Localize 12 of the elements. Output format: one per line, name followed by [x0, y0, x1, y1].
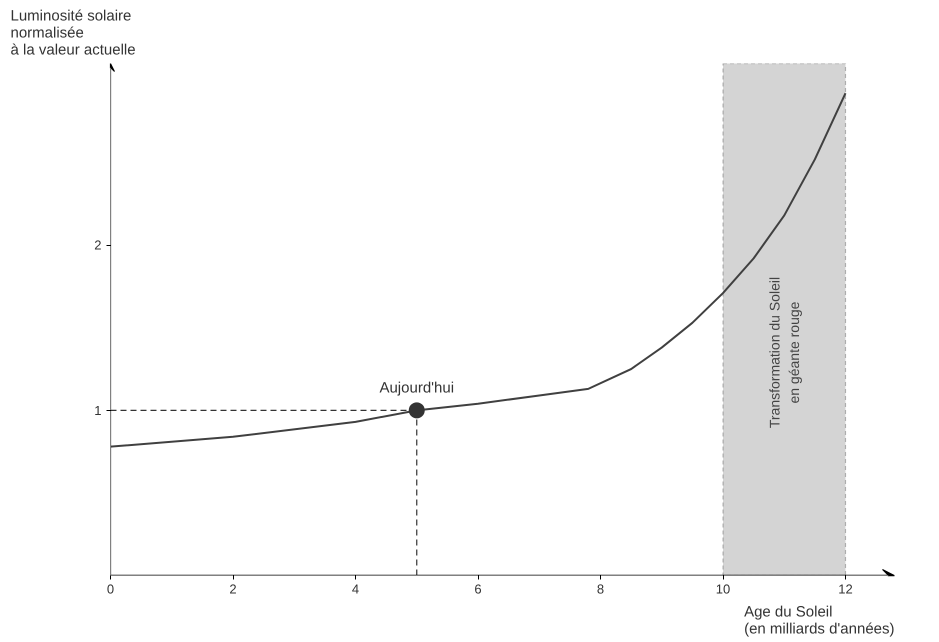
x-tick-label: 10 — [716, 582, 730, 596]
x-axis-title: Age du Soleil (en milliards d'années) — [744, 604, 895, 638]
x-tick-label: 6 — [474, 582, 482, 596]
annotation: Aujourd'hui — [379, 379, 454, 396]
x-tick-label: 2 — [229, 582, 237, 596]
y-axis-title: Luminosité solaire normalisée à la valeur actuelle — [10, 8, 136, 58]
x-tick-label: 8 — [596, 582, 604, 596]
x-tick-label: 12 — [838, 582, 853, 596]
x-tick-label: 4 — [352, 582, 360, 596]
x-tick-label: 0 — [106, 582, 114, 596]
band-label: Transformation du Soleil en géante rouge — [766, 276, 802, 428]
y-tick-label: 1 — [94, 402, 102, 418]
